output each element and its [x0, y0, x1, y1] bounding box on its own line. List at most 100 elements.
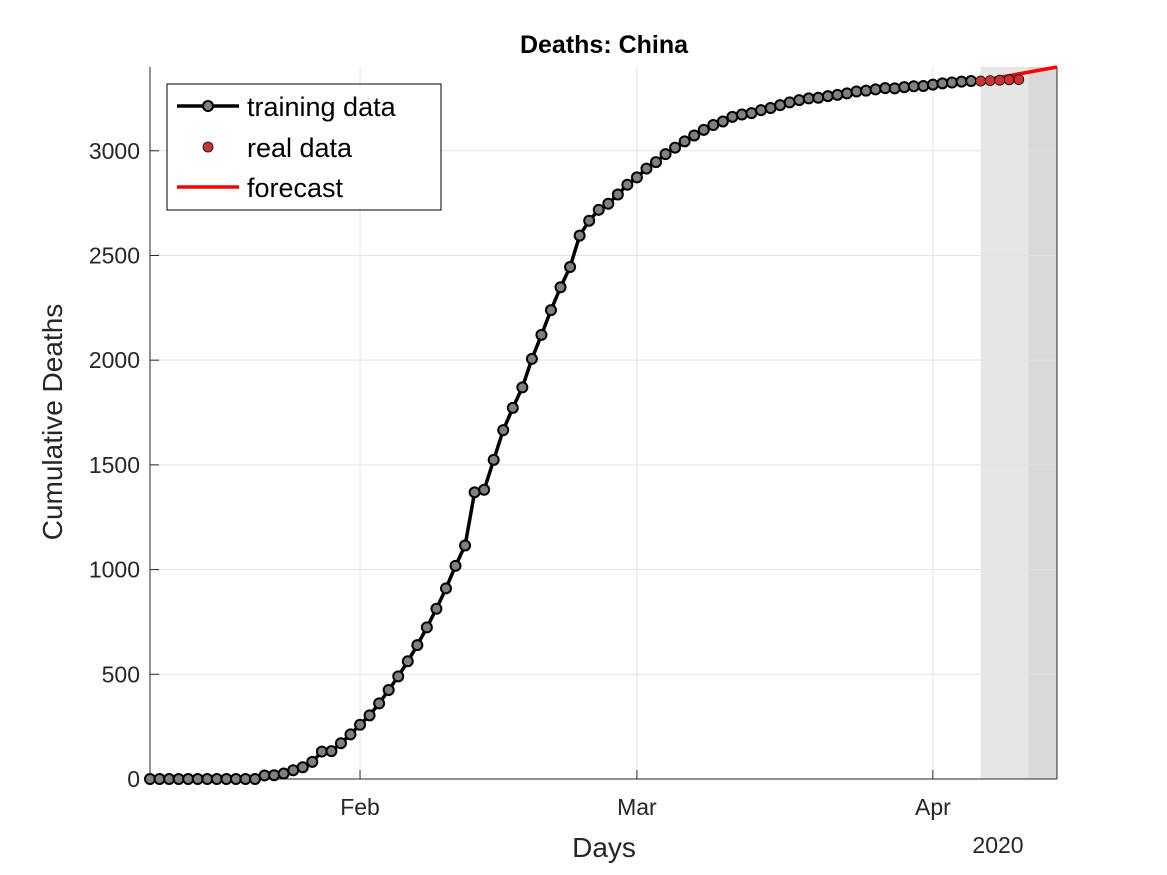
training-data-point — [793, 94, 806, 107]
training-data-point — [392, 670, 405, 683]
x-tick-label: Mar — [617, 794, 657, 820]
training-data-point — [373, 697, 386, 710]
training-data-point — [726, 110, 739, 123]
training-data-point — [602, 197, 615, 210]
training-data-point — [630, 171, 643, 184]
training-data-point — [802, 92, 815, 105]
training-data-point — [573, 229, 586, 242]
legend-label-training-data: training data — [247, 92, 397, 122]
x-axis-label: Days — [572, 832, 636, 863]
training-data-point — [888, 82, 901, 95]
training-data-point — [239, 773, 252, 785]
training-data-point — [611, 188, 624, 201]
training-data-point — [707, 119, 720, 132]
training-data-point — [955, 75, 968, 88]
training-data-point — [258, 769, 271, 782]
training-data-point — [449, 559, 462, 572]
training-data-point — [439, 582, 452, 595]
training-data-point — [716, 115, 729, 128]
tick-labels: 0 500 1000 1500 2000 2500 3000 Feb Mar Apr — [89, 138, 951, 820]
chart-title: Deaths: China — [520, 31, 689, 59]
training-data-point — [869, 83, 882, 96]
training-data-point — [487, 453, 500, 466]
training-data-point — [850, 85, 863, 98]
legend-marker-real-data — [202, 141, 214, 153]
training-data-point — [163, 773, 176, 785]
training-data-point — [659, 148, 672, 161]
training-data-point — [354, 718, 367, 731]
training-data-point — [201, 773, 214, 785]
training-data-point — [363, 709, 376, 722]
training-data-point — [583, 214, 596, 227]
training-data-point — [592, 203, 605, 216]
training-data-point — [478, 483, 491, 496]
year-label: 2020 — [972, 832, 1023, 858]
training-data-point — [401, 655, 414, 668]
training-data-point — [210, 773, 223, 785]
legend-entry-training-data: training data — [177, 92, 397, 122]
training-data-point — [315, 745, 328, 758]
training-data-point — [544, 304, 557, 317]
training-data-point — [745, 107, 758, 120]
training-data-point — [191, 773, 204, 785]
training-data-point — [697, 123, 710, 136]
training-data-point — [735, 108, 748, 121]
training-data-point — [831, 88, 844, 101]
y-tick-label: 0 — [127, 766, 140, 792]
training-data-point — [898, 81, 911, 94]
shaded-region-0 — [980, 67, 1029, 779]
training-data-point — [678, 135, 691, 148]
legend-marker-training-data — [202, 100, 214, 112]
training-data-point — [821, 90, 834, 103]
legend-label-forecast: forecast — [247, 173, 344, 203]
y-axis-label: Cumulative Deaths — [37, 304, 68, 541]
training-data-point — [468, 486, 481, 499]
training-data-point — [525, 352, 538, 365]
training-data-point — [764, 102, 777, 115]
training-data-point — [755, 104, 768, 117]
training-data-point — [325, 745, 338, 758]
legend-entry-forecast: forecast — [177, 173, 344, 203]
training-data-point — [268, 769, 281, 782]
training-data-point — [860, 84, 873, 97]
y-tick-label: 3000 — [89, 138, 140, 164]
training-data-point — [688, 129, 701, 142]
training-data-point — [907, 80, 920, 93]
legend-label-real-data: real data — [247, 133, 353, 163]
y-tick-label: 1500 — [89, 452, 140, 478]
training-data-point — [411, 639, 424, 652]
shaded-region-1 — [1028, 67, 1057, 779]
training-data-point — [497, 424, 510, 437]
training-data-point — [277, 767, 290, 780]
training-data-point — [650, 156, 663, 169]
real-data-point — [984, 75, 996, 87]
training-data-point — [936, 77, 949, 90]
training-data-point — [296, 761, 309, 774]
training-data-point — [506, 401, 519, 414]
training-data-point — [306, 755, 319, 768]
training-data-point — [965, 75, 978, 88]
training-data-point — [249, 773, 262, 785]
training-data-point — [516, 381, 529, 394]
legend: training data real data forecast — [166, 83, 442, 211]
training-data-point — [669, 141, 682, 154]
training-data-point — [945, 76, 958, 89]
training-data-point — [640, 162, 653, 175]
training-data-point — [917, 80, 930, 93]
training-data-point — [144, 773, 156, 785]
training-data-point — [382, 684, 395, 696]
training-data-point — [334, 737, 347, 750]
training-data-point — [879, 82, 892, 95]
real-data-point — [1013, 74, 1025, 85]
x-tick-label: Feb — [340, 794, 380, 820]
real-data-point — [1003, 74, 1015, 86]
series — [144, 65, 1058, 785]
training-data-point — [344, 728, 357, 741]
training-data-point — [229, 773, 242, 785]
training-data-point — [220, 773, 233, 785]
training-data-point — [564, 260, 577, 273]
real-data-point — [994, 74, 1006, 86]
training-data-point — [430, 602, 443, 615]
real-data-point — [975, 75, 987, 87]
